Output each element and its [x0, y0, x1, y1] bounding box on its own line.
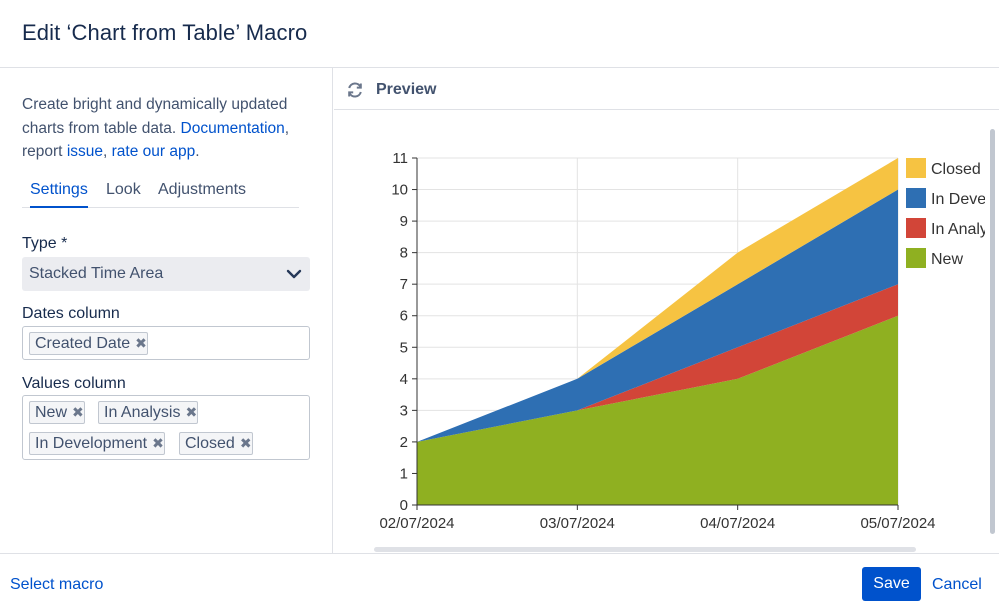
y-tick-label: 5 [400, 339, 408, 356]
type-select[interactable]: Stacked Time Area [22, 257, 310, 291]
intro-text-1: Create bright and dynamically updated ch… [22, 96, 288, 137]
y-tick-label: 6 [400, 308, 408, 325]
legend-swatch-new [906, 248, 926, 268]
stacked-area-chart: 0 1 2 3 4 5 6 7 8 9 10 11 02/07/2024 03/07/2024 04/07/… [379, 150, 988, 532]
dialog-title: Edit ‘Chart from Table’ Macro [22, 20, 308, 45]
legend-label-closed: Closed [931, 161, 981, 178]
chip-in-analysis: In Analysis ✖ [98, 401, 199, 424]
x-tick-label: 02/07/2024 [379, 515, 454, 532]
settings-panel: Create bright and dynamically updated ch… [0, 68, 333, 553]
remove-icon[interactable]: ✖ [185, 404, 198, 420]
y-tick-label: 0 [400, 497, 408, 514]
chip-created-date: Created Date ✖ [29, 332, 148, 355]
tab-adjustments[interactable]: Adjustments [158, 181, 247, 198]
y-tick-label: 8 [400, 245, 408, 262]
y-tick-label: 10 [391, 182, 408, 199]
type-label: Type * [22, 235, 68, 252]
remove-icon[interactable]: ✖ [239, 435, 252, 451]
type-select-value: Stacked Time Area [29, 265, 164, 282]
y-tick-label: 9 [400, 213, 408, 230]
y-tick-label: 7 [400, 276, 408, 293]
chip-label: Closed [185, 435, 235, 452]
horizontal-scrollbar[interactable] [374, 547, 916, 552]
vertical-scrollbar[interactable] [989, 123, 996, 543]
area-in-development [417, 189, 898, 442]
legend-label-in-development: In Deve [931, 191, 986, 208]
dates-column-input[interactable]: Created Date ✖ [22, 326, 310, 360]
select-macro-link[interactable]: Select macro [10, 576, 104, 593]
chip-new: New ✖ [29, 401, 85, 424]
settings-tabs: Settings Look Adjustments [22, 181, 299, 208]
intro-text-3: , [103, 143, 112, 160]
tab-look[interactable]: Look [106, 181, 141, 198]
legend-swatch-in-development [906, 188, 926, 208]
legend-label-in-analysis: In Analy [931, 221, 988, 238]
preview-panel: Preview 0 1 2 3 4 5 6 7 8 9 10 11 02/07/2024 03/07/20… [334, 68, 999, 553]
scrollbar-thumb[interactable] [990, 129, 995, 534]
area-closed [417, 158, 898, 442]
y-tick-label: 2 [400, 434, 408, 451]
tab-settings[interactable]: Settings [30, 181, 88, 208]
chevron-down-icon [286, 266, 302, 287]
area-new [417, 315, 898, 505]
y-tick-label: 11 [392, 150, 408, 167]
chip-in-development: In Development ✖ [29, 432, 165, 455]
values-column-input[interactable]: New ✖ In Analysis ✖ In Development ✖ Closed… [22, 395, 310, 460]
intro-text: Create bright and dynamically updated ch… [22, 93, 312, 164]
intro-text-2: , report [22, 119, 290, 161]
dialog-footer: Select macro Save Cancel [0, 553, 999, 607]
chip-label: In Analysis [104, 404, 181, 421]
preview-header: Preview [334, 68, 999, 110]
remove-icon[interactable]: ✖ [72, 404, 84, 420]
documentation-link[interactable]: Documentation [180, 119, 285, 137]
remove-icon[interactable]: ✖ [152, 435, 164, 451]
save-button[interactable]: Save [862, 567, 921, 601]
remove-icon[interactable]: ✖ [135, 335, 147, 351]
dialog-header: Edit ‘Chart from Table’ Macro [0, 0, 999, 68]
chip-label: New [35, 404, 68, 421]
dates-column-label: Dates column [22, 305, 120, 322]
chip-label: In Development [35, 435, 148, 452]
x-tick-label: 05/07/2024 [860, 515, 935, 532]
y-tick-label: 3 [400, 402, 408, 419]
values-column-label: Values column [22, 375, 126, 392]
rate-app-link[interactable]: rate our app [111, 143, 196, 160]
x-tick-label: 04/07/2024 [700, 515, 775, 532]
issue-link[interactable]: issue [66, 143, 103, 160]
refresh-icon[interactable] [345, 80, 365, 105]
cancel-button[interactable]: Cancel [932, 576, 982, 593]
y-tick-label: 1 [400, 465, 408, 482]
y-tick-label: 4 [400, 371, 408, 388]
x-tick-label: 03/07/2024 [540, 515, 615, 532]
legend-swatch-in-analysis [906, 218, 926, 238]
legend-label-new: New [931, 251, 963, 268]
preview-title: Preview [376, 81, 437, 98]
chip-closed: Closed ✖ [179, 432, 253, 455]
chip-label: Created Date [35, 335, 131, 352]
legend-swatch-closed [906, 158, 926, 178]
intro-text-4: . [195, 143, 200, 160]
